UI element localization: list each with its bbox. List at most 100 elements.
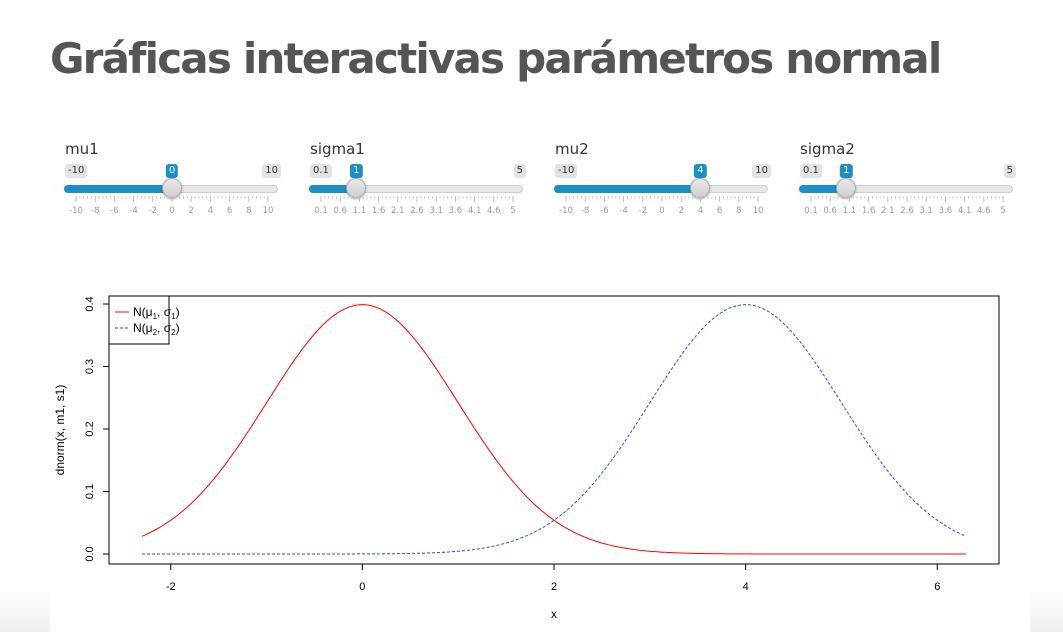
y-tick-label: 0.4 [84,296,96,311]
legend-mu: μ [146,305,153,319]
plot-panel: -2 0 2 4 6 0.0 0.1 0.2 0.3 0.4 x dnorm(x, m1, s1)… [50,275,1030,632]
x-axis-label: x [551,607,557,621]
slider-ticks: -10 -8 -6 -4 -2 0 2 4 6 8 10 [69,196,274,216]
slider-tick-label: 3.1 [429,206,443,216]
y-axis-label: dnorm(x, m1, s1) [53,385,67,476]
slider-fill [64,185,172,193]
slider-tick-label: 0.1 [804,206,818,216]
legend-sigma-sub: 1 [171,312,176,321]
plot-box [108,295,1000,565]
legend-entry-1: N(μ1, σ1) [133,305,180,321]
slider-value-badge: 0 [165,164,179,178]
slider-tick-label: 2 [188,206,193,216]
slider-tick-label: -2 [639,206,647,216]
slider-fill [799,185,847,193]
slider-tick-label: 8 [246,206,251,216]
slider-handle[interactable] [690,178,711,198]
slider-tick-label: 0 [169,206,174,216]
slider-tick-label: -6 [110,206,118,216]
y-tick-label: 0.0 [84,546,96,561]
axes: -2 0 2 4 6 0.0 0.1 0.2 0.3 0.4 [84,296,940,593]
slider-tick-label: 4.6 [977,206,991,216]
slider-tick-label: 2.1 [391,206,405,216]
slider-value-badge: 4 [694,164,707,178]
slider-tick-label: -10 [69,206,83,216]
slider-tick-label: 4 [698,206,703,216]
slider-fill [309,185,357,193]
y-tick-label: 0.1 [84,484,96,499]
slider-min-badge: 0.1 [310,164,332,178]
slider-mu2: mu2 -10 10 4 -10 -8 -6 -4 -2 0 2 4 6 8 10 [553,138,771,228]
slider-min-badge: -10 [555,164,578,178]
slider-tick-label: 4.1 [468,206,482,216]
page-title: Gráficas interactivas parámetros normal [50,34,942,83]
legend-mu: μ [146,321,153,335]
slider-ticks: -10 -8 -6 -4 -2 0 2 4 6 8 10 [559,196,764,216]
slider-tick-label: 6 [227,206,232,216]
legend: N(μ1, σ1) N(μ2, σ2) [108,295,180,345]
slider-tick-label: 6 [717,206,722,216]
page-edge-shade-left [0,590,50,632]
slider-handle[interactable] [346,178,367,198]
slider-max-badge: 5 [513,164,526,178]
slider-tick-label: 3.6 [449,206,463,216]
slider-tick-label: 3.1 [919,206,933,216]
x-tick-label: 4 [743,581,749,593]
slider-tick-label: 0.1 [314,206,328,216]
x-tick-label: 6 [934,581,940,593]
slider-tick-label: -8 [91,206,99,216]
legend-mu-sub: 1 [153,312,158,321]
slider-tick-label: 2 [678,206,683,216]
slider-tick-label: 8 [736,206,741,216]
slider-tick-label: -2 [149,206,157,216]
slider-handle[interactable] [162,178,182,198]
slider-fill [554,185,701,193]
legend-sigma: σ [164,305,172,319]
slider-sigma1: sigma1 0.1 5 1 0.1 0.6 1.1 1.6 2.1 2.6 3.1 3.6 4… [308,138,526,228]
slider-tick-label: 4 [208,206,213,216]
slider-tick-label: 3.6 [939,206,953,216]
slider-max-badge: 5 [1003,164,1016,178]
slider-tick-label: -10 [559,206,573,216]
slider-tick-label: 0 [659,206,664,216]
page-edge-shade-right [1030,590,1063,632]
slider-max-badge: 10 [752,164,771,178]
slider-tick-label: 2.6 [900,206,914,216]
slider-label: mu1 [65,140,99,158]
slider-tick-label: 10 [753,206,764,216]
slider-tick-label: 2.1 [881,206,895,216]
x-tick-label: 2 [551,581,557,593]
legend-n: N( [133,321,146,335]
slider-tick-label: -6 [600,206,608,216]
series-line-normal-1 [141,304,966,555]
slider-sigma2: sigma2 0.1 5 1 0.1 0.6 1.1 1.6 2.1 2.6 3.1 3.6 4… [798,138,1016,228]
series-line-normal-2 [142,304,967,555]
slider-tick-label: 4.1 [958,206,972,216]
x-tick-label: 0 [359,581,365,593]
slider-min-badge: 0.1 [800,164,822,178]
slider-max-badge: 10 [262,164,281,178]
slider-value-badge: 1 [350,164,363,178]
slider-ticks: 0.1 0.6 1.1 1.6 2.1 2.6 3.1 3.6 4.1 4.6 5 [314,196,516,216]
slider-ticks: 0.1 0.6 1.1 1.6 2.1 2.6 3.1 3.6 4.1 4.6 5 [804,196,1006,216]
slider-label: sigma1 [310,140,365,158]
slider-value-badge: 1 [840,164,853,178]
legend-sigma: σ [164,321,172,335]
slider-min-badge: -10 [65,164,88,178]
slider-label: sigma2 [800,140,855,158]
density-plot: -2 0 2 4 6 0.0 0.1 0.2 0.3 0.4 x dnorm(x, m1, s1)… [53,295,1000,621]
legend-n: N( [133,305,146,319]
slider-tick-label: 10 [263,206,274,216]
slider-tick-label: -4 [129,206,137,216]
y-tick-label: 0.2 [84,421,96,436]
slider-handle[interactable] [836,178,857,198]
slider-label: mu2 [555,140,589,158]
slider-tick-label: 2.6 [410,206,424,216]
legend-box [108,295,170,345]
legend-entry-2: N(μ2, σ2) [133,321,180,337]
slider-mu1: mu1 -10 10 0 -10 -8 -6 -4 -2 0 2 4 6 8 10 [63,138,281,228]
legend-mu-sub: 2 [153,328,158,337]
slider-tick-label: 1.1 [353,206,367,216]
slider-tick-label: 5 [510,206,515,216]
